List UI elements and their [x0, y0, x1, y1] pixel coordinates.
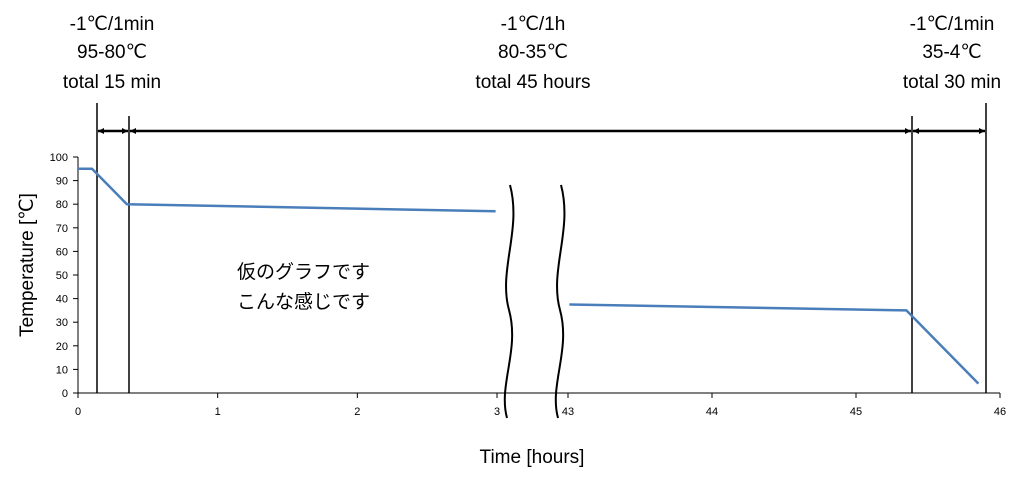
y-tick-label: 40 — [56, 294, 68, 306]
x-tick-label: 45 — [850, 406, 862, 418]
y-tick-label: 90 — [56, 176, 68, 188]
y-tick-label: 10 — [56, 364, 68, 376]
y-ticks: 0 10 20 30 40 50 60 70 80 90 100 — [50, 152, 78, 400]
x-tick-label: 1 — [215, 406, 221, 418]
series-layer — [78, 167, 980, 385]
y-tick-label: 0 — [62, 388, 68, 400]
phase-2-rate: -1℃/1h — [501, 14, 566, 35]
phase-3-total: total 30 min — [903, 72, 1001, 93]
x-tick-label: 0 — [75, 406, 81, 418]
x-tick-label: 3 — [494, 406, 500, 418]
note-line-2: こんな感じです — [237, 291, 370, 313]
x-tick-label: 43 — [562, 406, 574, 418]
phase-annotations: -1℃/1min 95-80℃ total 15 min -1℃/1h 80-3… — [63, 14, 1001, 93]
axes — [77, 157, 1000, 394]
axis-break-wave-left — [503, 184, 515, 419]
y-tick-label: 20 — [56, 341, 68, 353]
phase-3-range: 35-4℃ — [922, 42, 981, 63]
axis-break-wave-right — [554, 184, 566, 419]
phase-2-total: total 45 hours — [475, 72, 590, 93]
y-tick-label: 30 — [56, 317, 68, 329]
note-line-1: 仮のグラフです — [237, 261, 370, 283]
chart-note: 仮のグラフです こんな感じです — [237, 261, 370, 313]
x-tick-label: 2 — [354, 406, 360, 418]
y-axis-title: Temperature [℃] — [17, 193, 38, 337]
y-tick-label: 70 — [56, 223, 68, 235]
series-line-segment-2 — [569, 303, 980, 385]
axis-break — [503, 184, 566, 419]
phase-1-rate: -1℃/1min — [70, 14, 155, 35]
x-ticks: 0 1 2 3 43 44 45 46 — [75, 393, 1006, 418]
x-tick-label: 46 — [994, 406, 1006, 418]
y-tick-label: 80 — [56, 199, 68, 211]
phase-boundaries — [96, 103, 987, 393]
x-axis-title: Time [hours] — [480, 447, 585, 468]
y-tick-label: 50 — [56, 270, 68, 282]
series-line-segment-1 — [78, 167, 496, 213]
phase-3-rate: -1℃/1min — [910, 14, 995, 35]
y-tick-label: 60 — [56, 246, 68, 258]
phase-1-total: total 15 min — [63, 72, 161, 93]
phase-1-range: 95-80℃ — [77, 42, 147, 63]
x-tick-label: 44 — [706, 406, 718, 418]
y-tick-label: 100 — [50, 152, 68, 164]
phase-2-range: 80-35℃ — [498, 42, 568, 63]
